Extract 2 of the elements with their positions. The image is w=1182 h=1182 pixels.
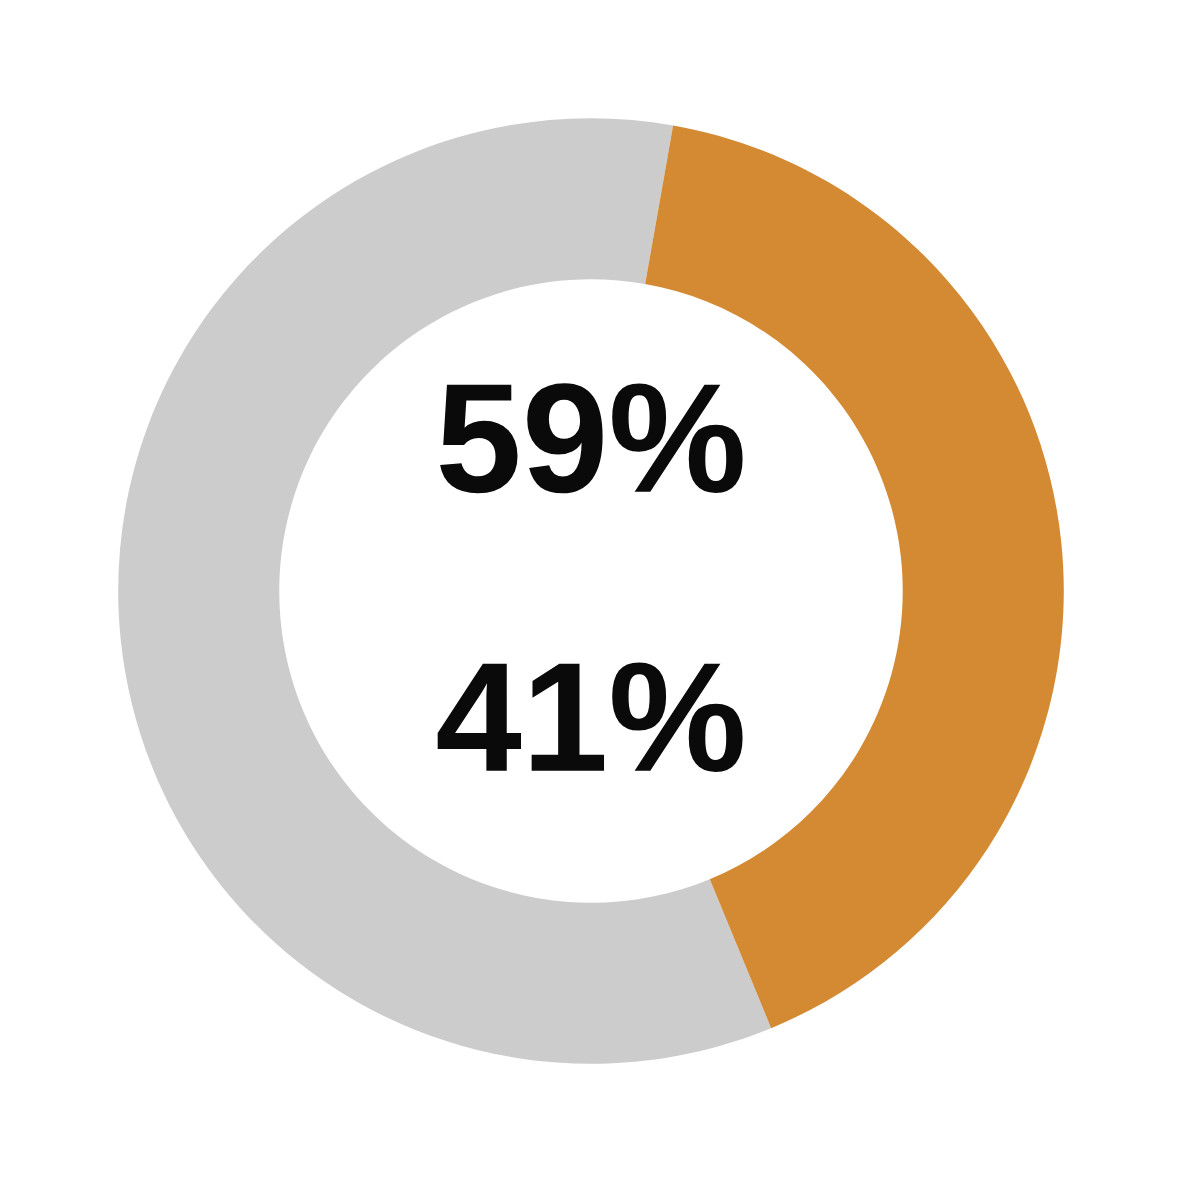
text: 41% — [437, 662, 743, 772]
text: 59% — [440, 383, 743, 494]
